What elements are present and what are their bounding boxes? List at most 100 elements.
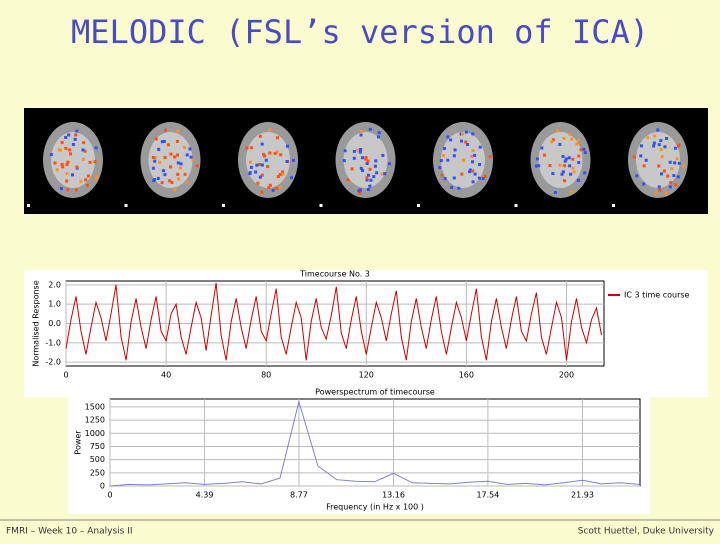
activation [668,185,672,189]
activation [366,173,370,177]
activation [377,131,381,135]
y-tick-label: 1.0 [48,300,61,309]
activation [162,139,166,143]
activation [179,162,183,166]
activation [473,153,477,157]
activation [94,146,98,150]
activation [59,187,63,191]
activation [273,151,277,155]
activation [561,170,565,174]
orientation-marker [612,204,615,207]
activation [254,170,258,174]
activation [195,164,199,168]
activation [537,164,541,168]
chart-title: Timecourse No. 3 [299,270,370,279]
activation [558,142,562,146]
activation [278,173,282,177]
activation [188,147,192,151]
activation [185,180,189,184]
activation [662,169,666,173]
activation [79,179,83,183]
y-axis-label: Power [74,430,83,455]
activation [380,172,384,176]
activation [457,186,461,190]
x-tick-label: 4.39 [196,491,214,500]
activation [583,151,587,155]
activation [260,142,264,146]
activation [175,153,179,157]
activation [439,159,443,163]
activation [652,141,656,145]
activation [543,153,547,157]
activation [442,146,446,150]
slide-title: MELODIC (FSL’s version of ICA) [71,13,649,51]
activation [460,172,464,176]
activation [268,151,272,155]
activation [665,136,669,140]
activation [359,130,363,134]
activation [556,128,560,132]
activation [551,138,555,142]
y-tick-label: 500 [90,455,105,464]
activation [672,174,676,178]
activation [275,136,279,140]
activation [368,184,372,188]
activation [163,173,167,177]
activation [260,173,264,177]
activation [67,133,71,137]
activation [677,161,681,165]
activation [674,183,678,187]
activation [659,139,663,143]
activation [653,134,657,138]
activation [75,129,79,133]
activation [66,188,70,192]
activation [65,171,69,175]
activation [563,179,567,183]
activation [583,171,587,175]
y-axis-label: Normalised Response [32,280,41,366]
y-tick-label: 0.0 [48,319,61,328]
activation [163,156,167,160]
activation [166,143,170,147]
activation [471,180,475,184]
activation [151,155,155,159]
activation [449,138,453,142]
activation [563,164,567,168]
activation [568,164,572,168]
y-tick-label: -2.0 [45,358,61,367]
activation [81,157,85,161]
activation [65,163,69,167]
activation [94,177,98,181]
activation [450,185,454,189]
activation [189,155,193,159]
activation [582,147,586,151]
x-tick-label: 160 [459,371,474,380]
activation [346,178,350,182]
activation [466,142,470,146]
activation [261,152,265,156]
activation [268,183,272,187]
activation [471,169,475,173]
activation [352,156,356,160]
activation [183,172,187,176]
activation [570,137,574,141]
activation [373,164,377,168]
activation [271,188,275,192]
activation [285,144,289,148]
activation [376,135,380,139]
activation [664,191,668,195]
activation [356,148,360,152]
activation [657,164,661,168]
footer-right: Scott Huettel, Duke University [578,527,715,537]
activation [682,164,686,168]
activation [481,176,485,180]
activation [248,171,252,175]
activation [291,158,295,162]
x-tick-label: 21.93 [571,491,594,500]
activation [70,173,74,177]
activation [167,179,171,183]
activation [256,181,260,185]
activation [663,145,667,149]
activation [359,166,363,170]
